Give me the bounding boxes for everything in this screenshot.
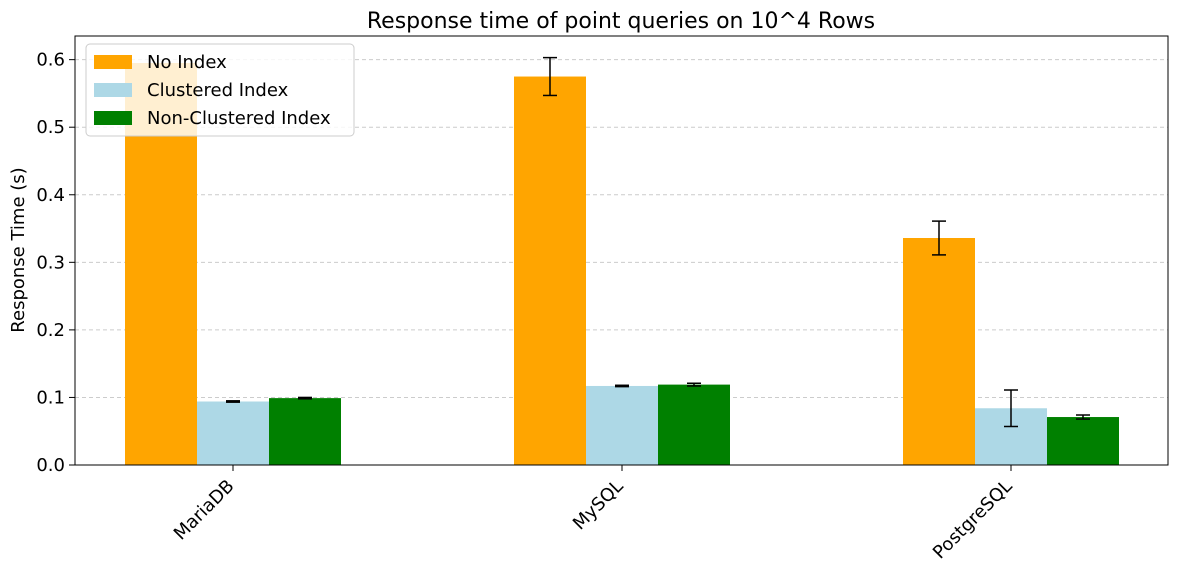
legend-swatch: [94, 111, 132, 125]
legend-label: No Index: [147, 52, 227, 73]
y-axis: 0.0 0.1 0.2 0.3 0.4 0.5 0.6: [36, 50, 75, 476]
legend: No Index Clustered Index Non-Clustered Ind…: [85, 43, 355, 137]
legend-swatch: [94, 55, 132, 69]
bar-non-clustered-index-mysql: [658, 384, 730, 465]
bar-no-index-postgresql: [903, 238, 975, 465]
y-tick-label: 0.2: [36, 320, 65, 341]
y-tick-label: 0.5: [36, 117, 65, 138]
x-tick-label: MySQL: [569, 476, 628, 535]
y-tick-label: 0.0: [36, 455, 65, 476]
x-axis: MariaDB MySQL PostgreSQL: [170, 465, 1017, 563]
bar-clustered-index-mysql: [586, 385, 658, 465]
y-tick-label: 0.6: [36, 50, 65, 71]
bars: [125, 63, 1119, 465]
error-bars: [226, 56, 1090, 428]
legend-label: Clustered Index: [147, 80, 289, 101]
y-tick-label: 0.3: [36, 252, 65, 273]
legend-box: [85, 43, 355, 137]
bar-non-clustered-index-postgresql: [1047, 417, 1119, 465]
y-tick-label: 0.4: [36, 185, 65, 206]
chart-title: Response time of point queries on 10^4 R…: [367, 9, 875, 34]
bar-no-index-mysql: [514, 76, 586, 465]
y-axis-label: Response Time (s): [8, 167, 29, 332]
legend-label: Non-Clustered Index: [147, 108, 331, 129]
x-tick-label: MariaDB: [170, 476, 239, 545]
y-tick-label: 0.1: [36, 387, 65, 408]
bar-non-clustered-index-mariadb: [269, 398, 341, 465]
bar-clustered-index-mariadb: [197, 401, 269, 465]
legend-swatch: [94, 83, 132, 97]
x-tick-label: PostgreSQL: [929, 476, 1017, 564]
